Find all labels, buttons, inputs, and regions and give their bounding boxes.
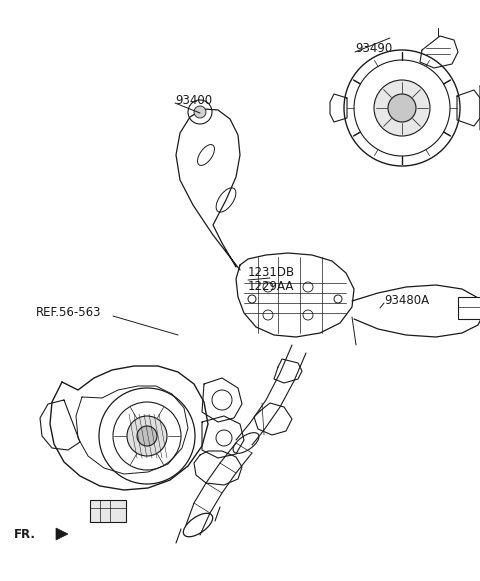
Text: 93490: 93490 xyxy=(355,41,392,55)
Text: REF.56-563: REF.56-563 xyxy=(36,307,101,320)
Bar xyxy=(90,500,126,522)
Text: 1231DB: 1231DB xyxy=(248,267,295,279)
Text: 93400: 93400 xyxy=(175,94,212,106)
Polygon shape xyxy=(56,528,68,540)
Circle shape xyxy=(194,106,206,118)
Circle shape xyxy=(374,80,430,136)
Text: 1229AA: 1229AA xyxy=(248,279,294,292)
Bar xyxy=(458,297,480,319)
Text: FR.: FR. xyxy=(14,528,36,540)
Circle shape xyxy=(127,416,167,456)
Circle shape xyxy=(137,426,157,446)
Text: 93480A: 93480A xyxy=(384,293,429,307)
Circle shape xyxy=(388,94,416,122)
